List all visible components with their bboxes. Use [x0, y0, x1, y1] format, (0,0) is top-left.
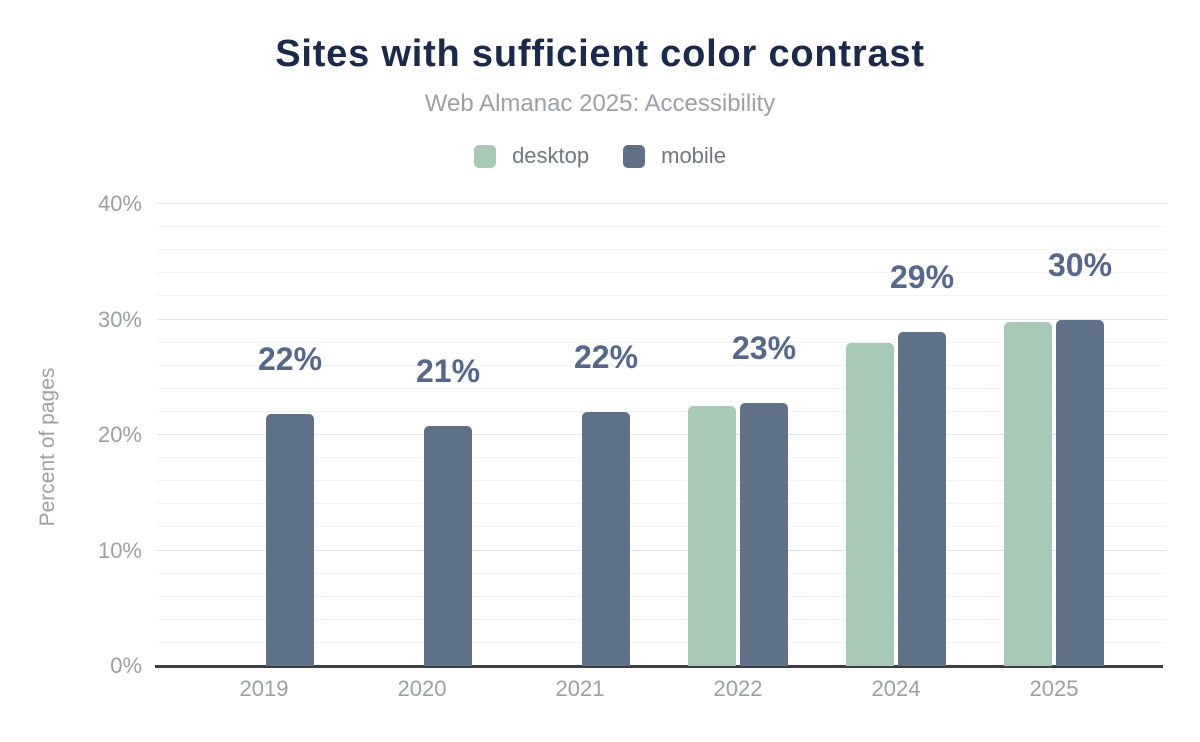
data-label-2024: 29% [889, 259, 955, 296]
chart-subtitle: Web Almanac 2025: Accessibility [424, 90, 776, 117]
gridline-minor [157, 480, 1167, 482]
x-axis-line [155, 665, 1163, 668]
bar-mobile-2019 [266, 414, 314, 666]
data-label-2020: 21% [415, 352, 481, 389]
legend-label-mobile: mobile [661, 143, 726, 168]
gridline-major [157, 549, 1167, 551]
data-label-2022: 23% [731, 329, 797, 366]
bar-desktop-2024 [846, 342, 894, 666]
gridline-minor [157, 410, 1167, 412]
gridline-minor [157, 226, 1167, 228]
gridline-major [157, 203, 1167, 204]
gridline-minor [157, 503, 1167, 505]
x-tick-label-2022: 2022 [713, 676, 763, 701]
gridline-minor [157, 457, 1167, 459]
plot-area: 22% 21% 22% 23% 29% 30% [155, 203, 1167, 668]
x-tick-label-2024: 2024 [871, 676, 921, 701]
y-tick-label: 40% [97, 191, 142, 216]
y-tick-label: 20% [97, 422, 142, 447]
gridline-minor [157, 595, 1167, 597]
gridline-minor [157, 272, 1167, 274]
x-tick-label-2025: 2025 [1029, 676, 1079, 701]
gridline-major [157, 318, 1167, 320]
y-tick-label: 30% [97, 306, 142, 332]
y-axis-title: Percent of pages [36, 367, 59, 527]
legend-label-desktop: desktop [512, 143, 590, 168]
bar-mobile-2020 [424, 425, 472, 666]
bar-desktop-2022 [688, 406, 736, 666]
data-label-2021: 22% [573, 338, 639, 375]
x-tick-label-2020: 2020 [397, 676, 447, 701]
bar-desktop-2025 [1004, 321, 1052, 666]
bar-mobile-2025 [1056, 319, 1104, 666]
legend-swatch-mobile [623, 144, 646, 168]
chart-title: Sites with sufficient color contrast [275, 33, 925, 75]
bar-mobile-2024 [898, 332, 946, 666]
gridline-minor [157, 618, 1167, 620]
x-tick-label-2019: 2019 [239, 676, 289, 701]
gridline-minor [157, 295, 1167, 297]
bar-mobile-2022 [740, 402, 788, 666]
gridline-minor [157, 572, 1167, 574]
legend-swatch-desktop [474, 144, 497, 168]
y-tick-label: 10% [97, 537, 142, 563]
gridline-minor [157, 641, 1167, 643]
data-label-2019: 22% [257, 341, 323, 378]
bar-mobile-2021 [582, 411, 630, 666]
gridline-minor [157, 341, 1167, 343]
legend-item-desktop: desktop [474, 143, 589, 169]
legend: desktop mobile [0, 143, 1200, 169]
y-tick-label: 0% [110, 653, 142, 678]
gridline-minor [157, 526, 1167, 528]
data-label-2025: 30% [1047, 246, 1113, 283]
gridline-major [157, 434, 1167, 435]
x-tick-label-2021: 2021 [555, 676, 605, 701]
legend-item-mobile: mobile [623, 143, 726, 169]
gridline-minor [157, 249, 1167, 251]
gridline-minor [157, 387, 1167, 389]
gridline-minor [157, 364, 1167, 366]
